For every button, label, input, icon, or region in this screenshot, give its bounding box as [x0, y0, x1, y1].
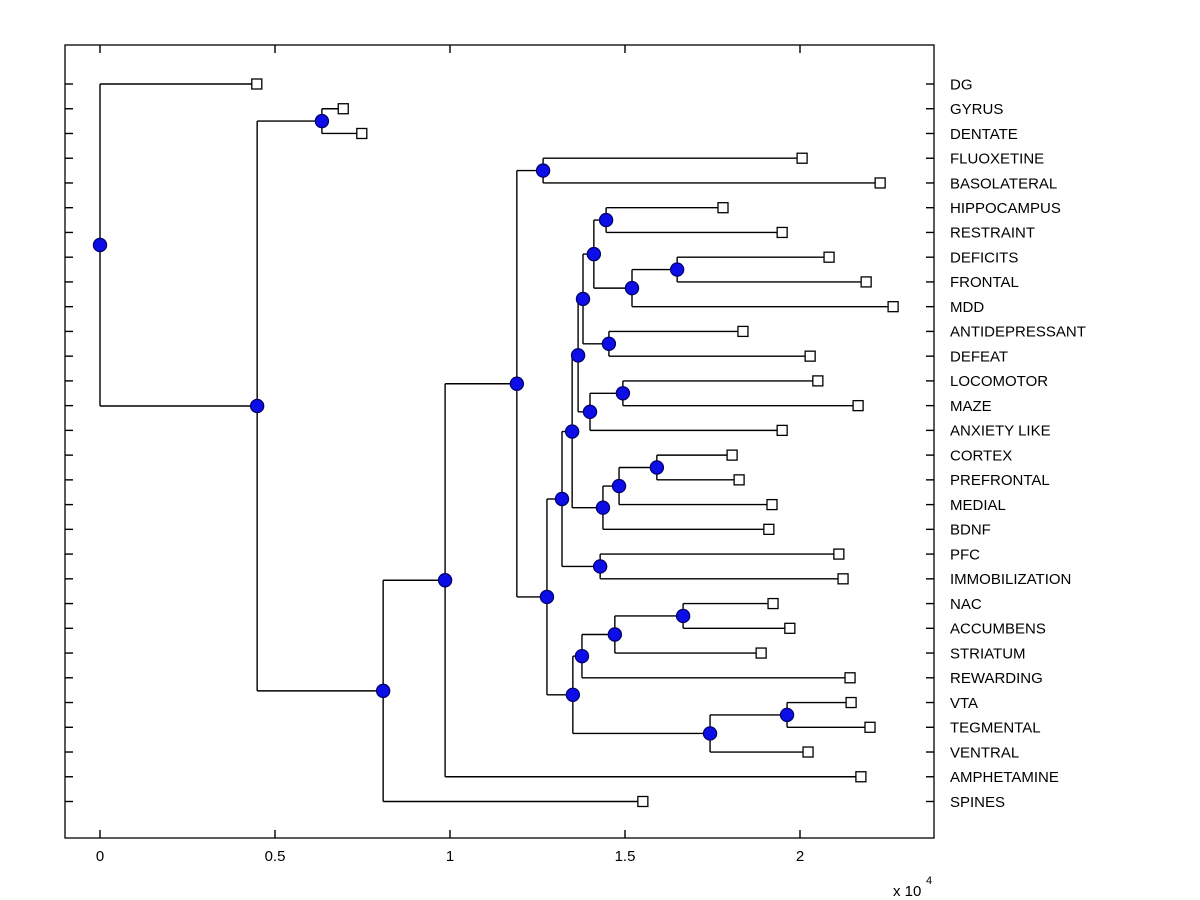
- leaf-label: MAZE: [950, 398, 992, 415]
- leaf-marker-square: [855, 771, 867, 783]
- branch-node-circle: [92, 237, 108, 253]
- branch-node-circle: [574, 648, 590, 664]
- leaf-label: ANXIETY LIKE: [950, 423, 1051, 440]
- branch-node-circle: [611, 478, 627, 494]
- branch-node-circle: [375, 683, 391, 699]
- leaf-label: BASOLATERAL: [950, 175, 1057, 192]
- leaf-label: DENTATE: [950, 126, 1018, 143]
- branch-node-circle: [575, 291, 591, 307]
- leaf-marker-square: [356, 127, 368, 140]
- leaf-marker-square: [823, 251, 835, 263]
- leaf-marker-square: [802, 746, 814, 758]
- leaf-label: MEDIAL: [950, 497, 1006, 514]
- branch-node-circle: [595, 500, 611, 515]
- branch-node-circle: [624, 280, 640, 296]
- branch-node-circle: [535, 163, 551, 178]
- leaf-marker-square: [763, 523, 775, 535]
- leaf-label: AMPHETAMINE: [950, 769, 1059, 786]
- branch-node-circle: [607, 627, 623, 642]
- leaf-label: DEFEAT: [950, 348, 1008, 365]
- leaf-label: VENTRAL: [950, 744, 1019, 761]
- leaf-marker-square: [784, 622, 796, 634]
- leaf-marker-square: [637, 795, 649, 808]
- leaf-label: REWARDING: [950, 670, 1043, 687]
- x-axis-tick-label: 1: [446, 848, 454, 865]
- x-axis-tick-label: 2: [796, 848, 804, 865]
- branch-node-circle: [615, 386, 631, 401]
- leaf-marker-square: [833, 548, 845, 560]
- branch-node-circle: [586, 246, 602, 262]
- leaf-marker-square: [796, 152, 808, 164]
- leaf-marker-square: [812, 375, 824, 387]
- leaf-label: MDD: [950, 299, 984, 316]
- plot-border: [64, 44, 935, 839]
- branch-node-circle: [592, 559, 608, 574]
- x-axis-tick-label: 1.5: [615, 848, 636, 865]
- branch-node-circle: [779, 707, 795, 723]
- leaf-label: ANTIDEPRESSANT: [950, 324, 1086, 341]
- leaf-marker-square: [804, 350, 816, 362]
- leaf-label: DG: [950, 76, 973, 93]
- branch-node-circle: [702, 726, 718, 741]
- leaf-marker-square: [845, 696, 857, 709]
- branch-node-circle: [564, 424, 580, 439]
- branch-node-circle: [675, 608, 691, 624]
- branch-node-circle: [437, 573, 453, 588]
- leaf-label: PREFRONTAL: [950, 472, 1050, 489]
- x-axis-exponent-label: x 10: [893, 883, 921, 900]
- leaf-marker-square: [733, 474, 745, 486]
- leaf-label: IMMOBILIZATION: [950, 571, 1071, 588]
- branch-node-circle: [539, 589, 555, 605]
- leaf-label: ACCUMBENS: [950, 621, 1046, 638]
- leaf-marker-square: [337, 103, 349, 115]
- leaf-marker-square: [717, 202, 729, 214]
- leaf-label: FRONTAL: [950, 274, 1019, 291]
- branch-node-circle: [570, 348, 586, 363]
- branch-node-circle: [582, 404, 598, 420]
- leaf-marker-square: [887, 301, 899, 313]
- branch-node-circle: [601, 336, 617, 351]
- leaf-label: HIPPOCAMPUS: [950, 200, 1061, 217]
- leaf-marker-square: [726, 449, 738, 461]
- leaf-label: CORTEX: [950, 447, 1012, 464]
- leaf-marker-square: [864, 721, 876, 733]
- leaf-label: PFC: [950, 546, 980, 563]
- leaf-label: RESTRAINT: [950, 225, 1035, 242]
- leaf-label: STRIATUM: [950, 645, 1026, 662]
- branch-node-circle: [249, 398, 265, 414]
- leaf-marker-square: [766, 498, 778, 511]
- leaf-marker-square: [767, 597, 779, 610]
- branch-node-circle: [509, 376, 525, 391]
- leaf-label: DEFICITS: [950, 249, 1018, 266]
- x-axis-tick-label: 0.5: [265, 848, 286, 865]
- leaf-label: LOCOMOTOR: [950, 373, 1048, 390]
- leaf-label: FLUOXETINE: [950, 151, 1044, 168]
- branch-node-circle: [669, 262, 685, 277]
- leaf-label: VTA: [950, 695, 978, 712]
- leaf-label: NAC: [950, 596, 982, 613]
- branch-node-circle: [314, 113, 330, 129]
- leaf-marker-square: [837, 573, 849, 585]
- leaf-marker-square: [844, 672, 856, 684]
- branch-node-circle: [565, 687, 581, 703]
- leaf-marker-square: [755, 647, 767, 659]
- leaf-marker-square: [737, 325, 749, 338]
- x-axis-exponent-superscript: 4: [926, 875, 932, 887]
- leaf-label: BDNF: [950, 522, 991, 539]
- x-axis-tick-label: 0: [96, 848, 104, 865]
- branch-node-circle: [649, 460, 665, 475]
- leaf-marker-square: [852, 399, 864, 412]
- branch-node-circle: [554, 491, 570, 507]
- leaf-marker-square: [860, 276, 872, 288]
- leaf-marker-square: [874, 177, 886, 189]
- leaf-label: TEGMENTAL: [950, 720, 1041, 737]
- leaf-marker-square: [776, 226, 788, 239]
- leaf-marker-square: [776, 424, 788, 437]
- leaf-label: SPINES: [950, 794, 1005, 811]
- branch-node-circle: [598, 212, 614, 228]
- leaf-marker-square: [251, 78, 263, 90]
- leaf-label: GYRUS: [950, 101, 1003, 118]
